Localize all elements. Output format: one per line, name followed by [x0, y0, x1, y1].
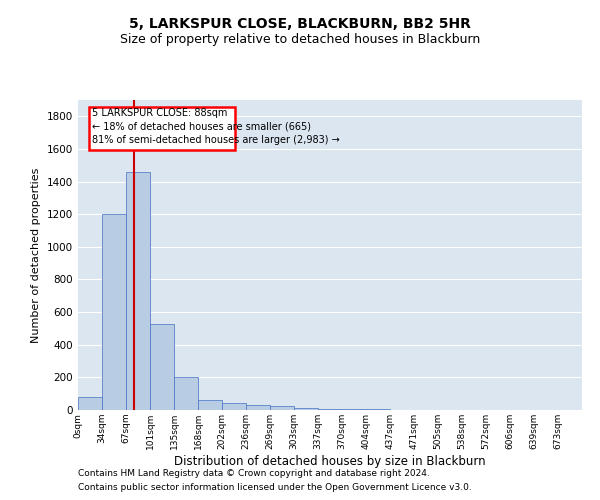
- X-axis label: Distribution of detached houses by size in Blackburn: Distribution of detached houses by size …: [174, 454, 486, 468]
- Y-axis label: Number of detached properties: Number of detached properties: [31, 168, 41, 342]
- Bar: [174, 378, 198, 410]
- Text: 5 LARKSPUR CLOSE: 88sqm: 5 LARKSPUR CLOSE: 88sqm: [92, 108, 228, 118]
- Bar: [198, 400, 222, 410]
- Bar: [150, 324, 174, 410]
- Bar: [102, 214, 126, 410]
- Bar: [78, 397, 102, 410]
- Bar: [126, 172, 150, 410]
- Text: ← 18% of detached houses are smaller (665): ← 18% of detached houses are smaller (66…: [92, 122, 311, 132]
- FancyBboxPatch shape: [89, 106, 235, 150]
- Text: Size of property relative to detached houses in Blackburn: Size of property relative to detached ho…: [120, 32, 480, 46]
- Text: Contains public sector information licensed under the Open Government Licence v3: Contains public sector information licen…: [78, 484, 472, 492]
- Bar: [270, 406, 294, 410]
- Bar: [318, 408, 342, 410]
- Bar: [222, 403, 246, 410]
- Bar: [294, 408, 318, 410]
- Text: 81% of semi-detached houses are larger (2,983) →: 81% of semi-detached houses are larger (…: [92, 135, 340, 145]
- Text: Contains HM Land Registry data © Crown copyright and database right 2024.: Contains HM Land Registry data © Crown c…: [78, 468, 430, 477]
- Text: 5, LARKSPUR CLOSE, BLACKBURN, BB2 5HR: 5, LARKSPUR CLOSE, BLACKBURN, BB2 5HR: [129, 18, 471, 32]
- Bar: [246, 405, 270, 410]
- Bar: [342, 409, 366, 410]
